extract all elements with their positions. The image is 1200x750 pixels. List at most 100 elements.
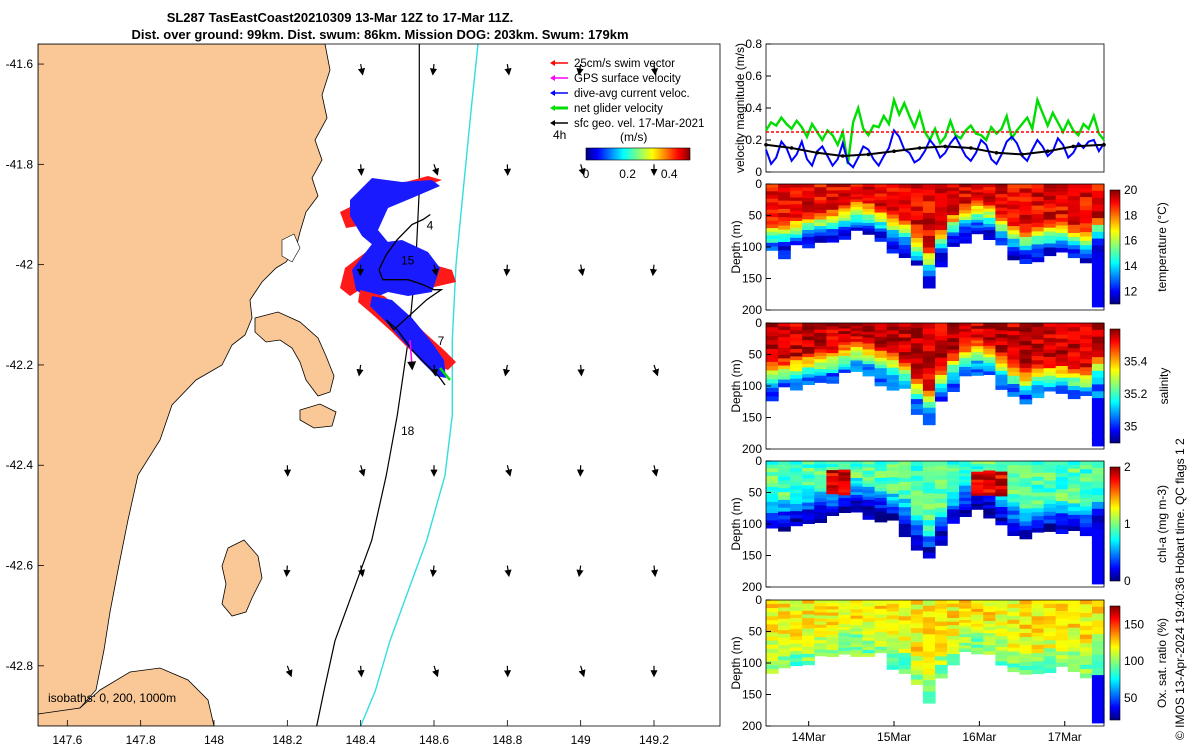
section-cell <box>778 333 791 338</box>
map-x-ticks: 147.6 147.8 148 148.2 148.4 148.6 148.8 149 149.… <box>52 720 669 747</box>
map-x-tick-label: 148.6 <box>419 733 449 747</box>
section-cell <box>922 259 936 266</box>
section-cell <box>874 518 888 523</box>
section-cell <box>1055 603 1069 608</box>
section-cell <box>995 378 1009 383</box>
section-cell <box>766 331 779 337</box>
section-cell <box>1091 606 1105 615</box>
section-cell <box>1007 355 1021 361</box>
section-cell <box>886 600 900 605</box>
section-cell <box>910 184 924 190</box>
section-cell <box>1043 604 1057 609</box>
section-cell <box>862 184 876 188</box>
section-cell <box>1019 670 1033 675</box>
section-cell <box>910 224 924 230</box>
section-cell <box>983 224 996 228</box>
section-cell <box>1079 664 1093 670</box>
section-cell <box>922 379 936 386</box>
section-cell <box>1031 244 1045 250</box>
geostrophic-arrow <box>650 565 659 578</box>
section-cell <box>947 364 960 370</box>
section-cell <box>814 498 827 503</box>
section-cell <box>790 504 803 509</box>
section-cell <box>983 495 996 500</box>
section-cell <box>1043 468 1057 474</box>
map-frame <box>37 43 721 727</box>
section-cell <box>826 346 840 351</box>
section-cell <box>959 216 972 221</box>
section-cell <box>995 607 1009 612</box>
section-cell <box>1019 345 1033 351</box>
section-cell <box>826 461 840 465</box>
section-cell <box>971 200 984 204</box>
section-cell <box>1067 663 1081 668</box>
map-y-tick-label: -42.6 <box>6 559 34 573</box>
section-cell <box>898 604 912 609</box>
section-cell <box>1019 525 1033 531</box>
section-cell <box>874 608 888 613</box>
section-cell <box>814 213 827 217</box>
section-cell <box>826 640 840 645</box>
section-cell <box>1091 279 1105 287</box>
section-cell <box>1067 495 1081 501</box>
section-cell <box>814 190 827 195</box>
section-cell <box>971 357 984 362</box>
section-cell <box>1043 215 1057 221</box>
section-colorbar-tick-label: 35.4 <box>1124 355 1148 369</box>
section-cell <box>1007 247 1021 252</box>
section-cell <box>802 222 815 227</box>
section-cell <box>814 216 827 221</box>
section-cell <box>1007 615 1021 621</box>
section-cell <box>910 540 924 546</box>
section-cell <box>886 634 900 639</box>
section-cell <box>995 204 1009 209</box>
section-cell <box>1091 675 1105 683</box>
geostrophic-arrow <box>356 364 364 377</box>
section-cell <box>838 223 852 228</box>
section-cell <box>898 228 912 234</box>
section-cell <box>898 188 912 193</box>
section-cell <box>995 352 1009 357</box>
section-cell <box>1031 492 1045 498</box>
section-cell <box>826 369 840 374</box>
section-cell <box>1043 239 1057 245</box>
section-cell <box>790 478 803 484</box>
section-cell <box>790 511 803 516</box>
section-cell <box>1079 617 1093 623</box>
section-cell <box>886 474 900 478</box>
section-cell <box>1043 379 1057 384</box>
section-cell <box>1091 218 1105 226</box>
section-cell <box>1079 518 1093 524</box>
section-cell <box>922 419 936 426</box>
section-cell <box>1007 604 1021 609</box>
velocity-point <box>1020 152 1024 157</box>
section-cell <box>898 370 912 375</box>
section-cell <box>1091 508 1105 517</box>
section-cell <box>778 492 791 497</box>
section-cell <box>971 617 984 622</box>
section-cell <box>983 343 996 347</box>
map-x-tick-label: 148.8 <box>492 733 522 747</box>
section-cell <box>886 493 900 498</box>
section-cell <box>922 477 936 484</box>
section-cell <box>1091 647 1105 656</box>
section-cell <box>1007 531 1021 536</box>
section-cell <box>1031 468 1045 474</box>
geostrophic-arrow <box>505 465 513 477</box>
section-cell <box>874 378 888 383</box>
section-cell <box>802 499 815 504</box>
section-cell <box>886 464 900 469</box>
section-cell <box>874 357 888 362</box>
section-cell <box>959 343 972 347</box>
section-cell <box>766 628 779 634</box>
section-cell <box>862 228 876 232</box>
section-cell <box>971 635 984 640</box>
section-cell <box>983 514 996 519</box>
velocity-series-line <box>765 143 1105 158</box>
section-cell <box>1079 481 1093 487</box>
section-cell <box>886 195 900 200</box>
section-cell <box>1043 199 1057 205</box>
section-cell <box>862 473 876 478</box>
section-cell <box>1091 286 1105 294</box>
section-cell <box>1055 501 1069 506</box>
